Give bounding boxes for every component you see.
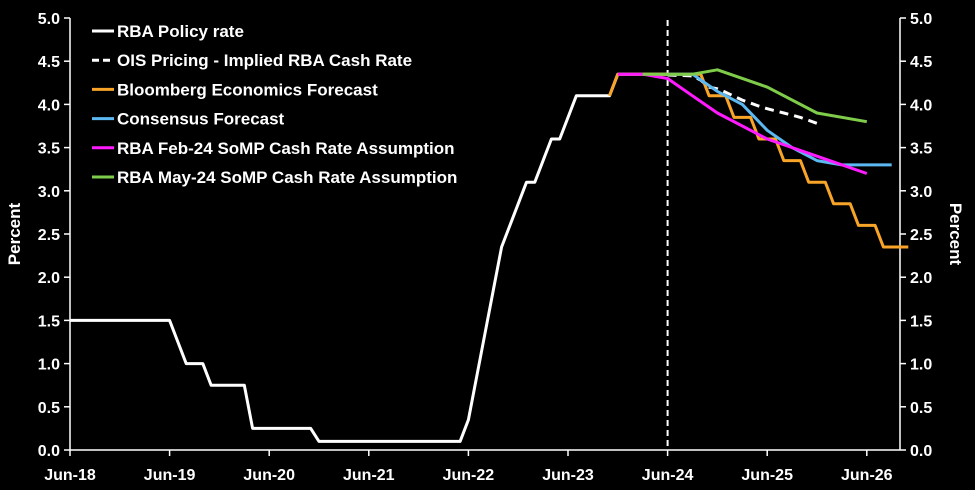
- y-tick-label-right: 0.5: [910, 400, 932, 417]
- x-tick-label: Jun-19: [144, 467, 196, 484]
- legend-label-3: Consensus Forecast: [117, 110, 285, 129]
- legend-label-2: Bloomberg Economics Forecast: [117, 80, 378, 99]
- y-axis-title-right: Percent: [946, 203, 965, 266]
- y-tick-label-right: 2.5: [910, 227, 932, 244]
- y-tick-label-left: 5.0: [38, 11, 60, 28]
- y-tick-label-left: 0.5: [38, 400, 60, 417]
- y-tick-label-right: 3.5: [910, 141, 932, 158]
- series-line-0: [70, 72, 668, 443]
- y-tick-label-left: 0.0: [38, 443, 60, 460]
- y-tick-label-left: 2.0: [38, 270, 60, 287]
- y-tick-label-right: 4.0: [910, 97, 932, 114]
- series-line-4: [617, 72, 868, 175]
- series-line-2: [608, 72, 909, 249]
- x-tick-label: Jun-23: [542, 467, 594, 484]
- x-tick-label: Jun-24: [642, 467, 694, 484]
- legend-label-1: OIS Pricing - Implied RBA Cash Rate: [117, 51, 412, 70]
- x-tick-label: Jun-22: [443, 467, 495, 484]
- y-tick-label-left: 3.5: [38, 141, 60, 158]
- y-tick-label-right: 0.0: [910, 443, 932, 460]
- x-tick-label: Jun-21: [343, 467, 395, 484]
- y-tick-label-right: 5.0: [910, 11, 932, 28]
- y-tick-label-left: 3.0: [38, 184, 60, 201]
- series-line-5: [642, 68, 868, 124]
- x-tick-label: Jun-18: [44, 467, 96, 484]
- x-tick-label: Jun-20: [243, 467, 295, 484]
- y-tick-label-left: 2.5: [38, 227, 60, 244]
- y-tick-label-left: 4.0: [38, 97, 60, 114]
- x-tick-label: Jun-26: [841, 467, 893, 484]
- y-tick-label-left: 4.5: [38, 54, 60, 71]
- y-tick-label-left: 1.0: [38, 357, 60, 374]
- y-tick-label-right: 1.5: [910, 313, 932, 330]
- y-tick-label-right: 1.0: [910, 357, 932, 374]
- y-tick-label-right: 4.5: [910, 54, 932, 71]
- y-tick-label-right: 3.0: [910, 184, 932, 201]
- legend-label-5: RBA May-24 SoMP Cash Rate Assumption: [117, 168, 457, 187]
- y-tick-label-left: 1.5: [38, 313, 60, 330]
- y-tick-label-right: 2.0: [910, 270, 932, 287]
- legend-label-4: RBA Feb-24 SoMP Cash Rate Assumption: [117, 139, 455, 158]
- x-tick-label: Jun-25: [741, 467, 793, 484]
- legend-label-0: RBA Policy rate: [117, 22, 244, 41]
- y-axis-title-left: Percent: [5, 202, 24, 265]
